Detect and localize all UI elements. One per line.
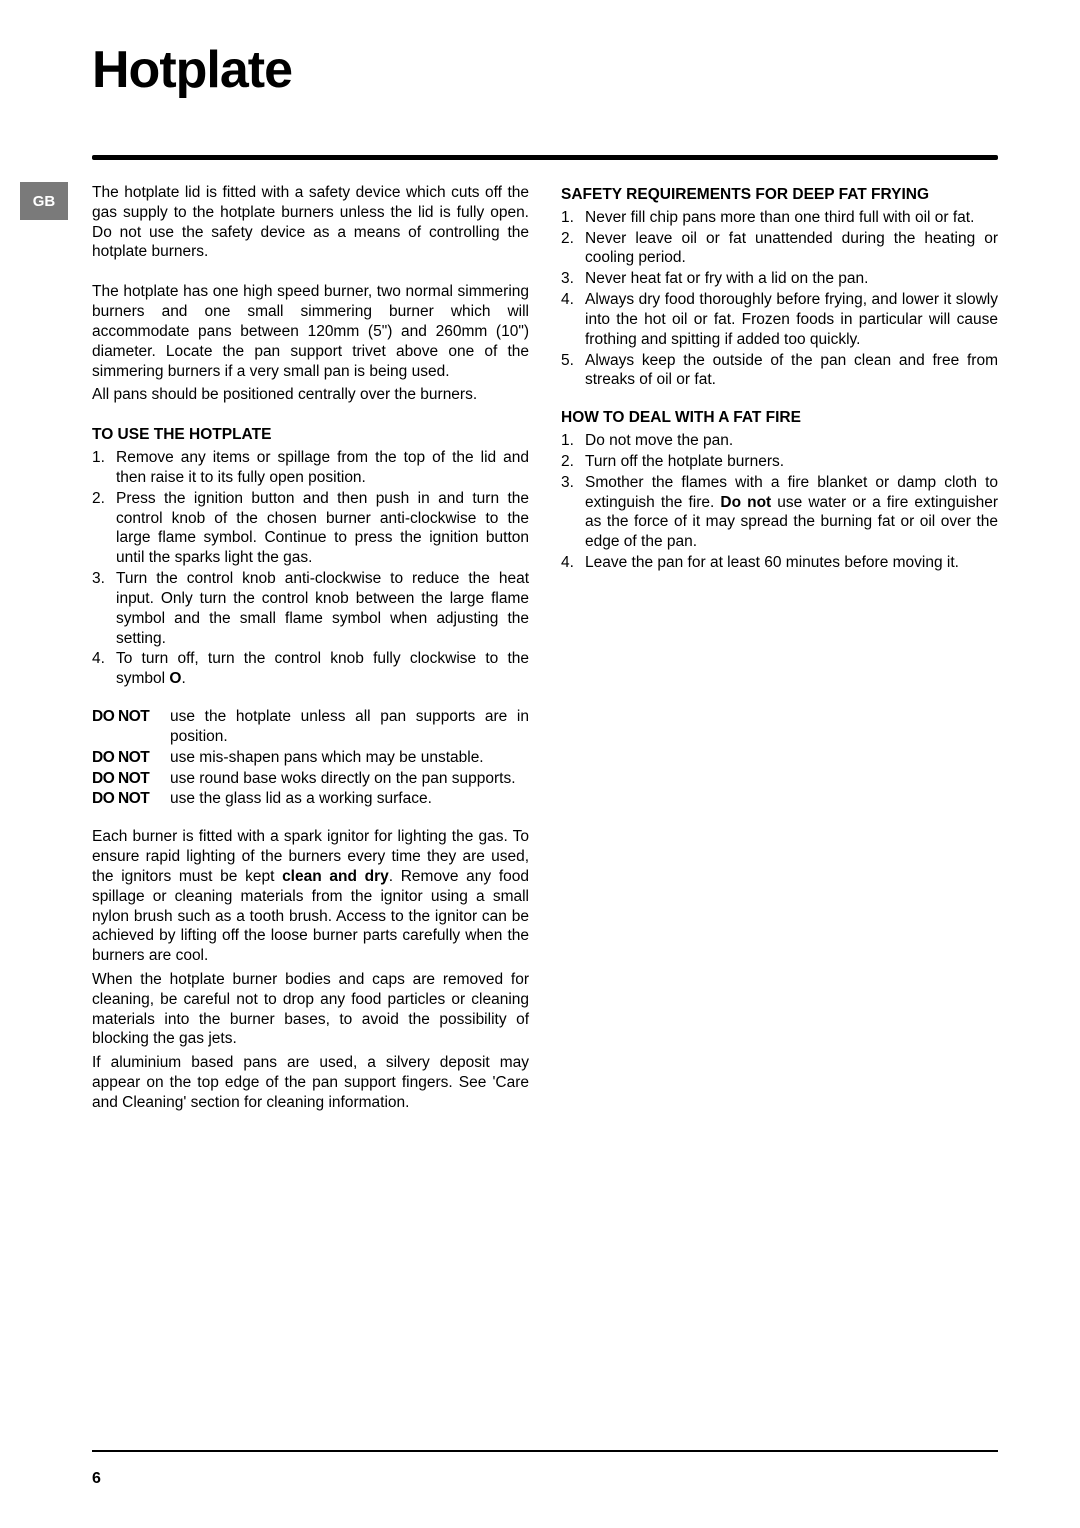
- right-column: SAFETY REQUIREMENTS FOR DEEP FAT FRYING …: [561, 183, 998, 1133]
- donot-row-4: DO NOTuse the glass lid as a working sur…: [92, 789, 529, 809]
- donot-block: DO NOTuse the hotplate unless all pan su…: [92, 707, 529, 809]
- left-column: The hotplate lid is fitted with a safety…: [92, 183, 529, 1133]
- use-item-3: 3.Turn the control knob anti-clockwise t…: [92, 569, 529, 648]
- safety-heading: SAFETY REQUIREMENTS FOR DEEP FAT FRYING: [561, 185, 998, 205]
- safety-item-5: 5.Always keep the outside of the pan cle…: [561, 351, 998, 391]
- safety-item-1: 1.Never fill chip pans more than one thi…: [561, 208, 998, 228]
- safety-list: 1.Never fill chip pans more than one thi…: [561, 208, 998, 390]
- page-number: 6: [92, 1470, 101, 1488]
- intro-para-1: The hotplate lid is fitted with a safety…: [92, 183, 529, 262]
- safety-item-4: 4.Always dry food thoroughly before fryi…: [561, 290, 998, 349]
- safety-item-2: 2.Never leave oil or fat unattended duri…: [561, 229, 998, 269]
- donot-row-2: DO NOTuse mis-shapen pans which may be u…: [92, 748, 529, 768]
- fire-item-4: 4.Leave the pan for at least 60 minutes …: [561, 553, 998, 573]
- language-badge: GB: [20, 182, 68, 220]
- aluminium-para: If aluminium based pans are used, a silv…: [92, 1053, 529, 1112]
- divider-bottom: [92, 1450, 998, 1452]
- use-heading: TO USE THE HOTPLATE: [92, 425, 529, 445]
- use-list: 1.Remove any items or spillage from the …: [92, 448, 529, 689]
- intro-para-2: The hotplate has one high speed burner, …: [92, 282, 529, 381]
- fire-item-3: 3.Smother the flames with a fire blanket…: [561, 473, 998, 552]
- fire-item-2: 2.Turn off the hotplate burners.: [561, 452, 998, 472]
- fire-item-1: 1.Do not move the pan.: [561, 431, 998, 451]
- use-item-2: 2.Press the ignition button and then pus…: [92, 489, 529, 568]
- divider-top: [92, 155, 998, 160]
- safety-item-3: 3.Never heat fat or fry with a lid on th…: [561, 269, 998, 289]
- cleaning-para: When the hotplate burner bodies and caps…: [92, 970, 529, 1049]
- use-item-4: 4.To turn off, turn the control knob ful…: [92, 649, 529, 689]
- intro-para-3: All pans should be positioned centrally …: [92, 385, 529, 405]
- fire-list: 1.Do not move the pan. 2.Turn off the ho…: [561, 431, 998, 573]
- content-columns: The hotplate lid is fitted with a safety…: [92, 183, 998, 1133]
- fire-heading: HOW TO DEAL WITH A FAT FIRE: [561, 408, 998, 428]
- donot-row-1: DO NOTuse the hotplate unless all pan su…: [92, 707, 529, 747]
- donot-row-3: DO NOTuse round base woks directly on th…: [92, 769, 529, 789]
- page-title: Hotplate: [92, 40, 292, 100]
- use-item-1: 1.Remove any items or spillage from the …: [92, 448, 529, 488]
- ignitor-para: Each burner is fitted with a spark ignit…: [92, 827, 529, 966]
